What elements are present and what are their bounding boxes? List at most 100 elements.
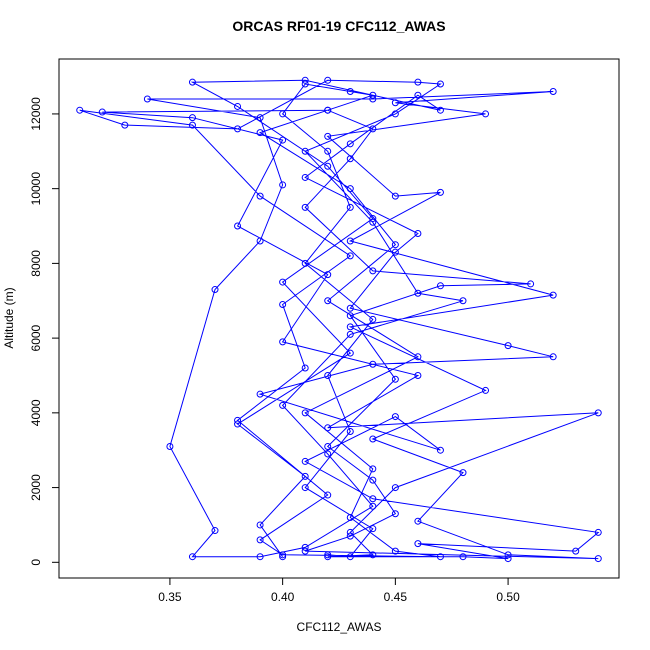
plot-frame xyxy=(58,58,620,579)
data-point xyxy=(369,435,377,443)
data-point xyxy=(594,555,602,563)
data-point xyxy=(301,147,309,155)
data-point xyxy=(188,114,196,122)
data-point xyxy=(188,78,196,86)
data-point xyxy=(256,536,264,544)
data-point xyxy=(234,102,242,110)
data-point xyxy=(414,517,422,525)
x-tick-label: 0.40 xyxy=(271,590,295,604)
data-point xyxy=(279,181,287,189)
data-point xyxy=(391,375,399,383)
data-point xyxy=(346,528,354,536)
data-point xyxy=(346,553,354,561)
data-point xyxy=(301,364,309,372)
data-point xyxy=(346,185,354,193)
data-point xyxy=(346,140,354,148)
data-point xyxy=(279,401,287,409)
data-point xyxy=(324,297,332,305)
data-point xyxy=(324,162,332,170)
y-tick-label: 2000 xyxy=(29,474,43,501)
data-point xyxy=(256,237,264,245)
data-point xyxy=(369,267,377,275)
data-point xyxy=(324,371,332,379)
data-point xyxy=(234,222,242,230)
data-point xyxy=(324,147,332,155)
data-point xyxy=(301,543,309,551)
data-line xyxy=(79,79,600,560)
data-point xyxy=(414,289,422,297)
y-axis-label: Altitude (m) xyxy=(2,287,16,348)
data-point xyxy=(346,252,354,260)
y-tick-label: 10000 xyxy=(29,172,43,206)
data-point xyxy=(301,76,309,84)
y-tick-label: 8000 xyxy=(29,250,43,277)
data-point xyxy=(346,330,354,338)
data-point xyxy=(369,525,377,533)
data-point xyxy=(279,136,287,144)
x-tick-label: 0.35 xyxy=(158,590,182,604)
data-point xyxy=(279,338,287,346)
data-point xyxy=(324,271,332,279)
y-tick-label: 6000 xyxy=(29,324,43,351)
data-point xyxy=(76,106,84,114)
data-point xyxy=(346,155,354,163)
y-tick-label: 4000 xyxy=(29,399,43,426)
data-point xyxy=(594,528,602,536)
data-point xyxy=(391,248,399,256)
data-point xyxy=(391,192,399,200)
data-point xyxy=(346,203,354,211)
data-point xyxy=(391,99,399,107)
data-point xyxy=(482,386,490,394)
data-point xyxy=(369,315,377,323)
data-point xyxy=(324,132,332,140)
data-point xyxy=(234,125,242,133)
data-point xyxy=(301,409,309,417)
data-point xyxy=(346,304,354,312)
data-point xyxy=(256,114,264,122)
data-point xyxy=(436,80,444,88)
data-point xyxy=(188,553,196,561)
data-point xyxy=(166,442,174,450)
data-point xyxy=(459,297,467,305)
data-point xyxy=(279,110,287,118)
data-point xyxy=(143,95,151,103)
data-point xyxy=(391,241,399,249)
data-point xyxy=(436,446,444,454)
data-point xyxy=(391,547,399,555)
data-point xyxy=(436,553,444,561)
x-tick-label: 0.50 xyxy=(496,590,520,604)
data-point xyxy=(324,551,332,559)
data-point xyxy=(369,465,377,473)
data-point xyxy=(369,91,377,99)
data-point xyxy=(301,203,309,211)
data-point xyxy=(549,88,557,96)
data-point xyxy=(301,259,309,267)
data-point xyxy=(324,106,332,114)
data-point xyxy=(188,121,196,129)
data-point xyxy=(391,413,399,421)
data-point xyxy=(256,521,264,529)
data-point xyxy=(369,218,377,226)
data-point xyxy=(301,472,309,480)
data-point xyxy=(324,424,332,432)
data-point xyxy=(369,495,377,503)
data-point xyxy=(234,420,242,428)
data-point xyxy=(572,547,580,555)
data-point xyxy=(369,502,377,510)
data-point xyxy=(414,353,422,361)
data-point xyxy=(301,484,309,492)
x-axis-label: CFC112_AWAS xyxy=(297,620,382,634)
data-point xyxy=(279,278,287,286)
data-point xyxy=(346,513,354,521)
data-point xyxy=(324,491,332,499)
data-point xyxy=(459,469,467,477)
data-point xyxy=(279,300,287,308)
data-point xyxy=(369,95,377,103)
data-point xyxy=(346,349,354,357)
data-point xyxy=(301,173,309,181)
data-point xyxy=(346,428,354,436)
data-point xyxy=(549,291,557,299)
data-point xyxy=(594,409,602,417)
